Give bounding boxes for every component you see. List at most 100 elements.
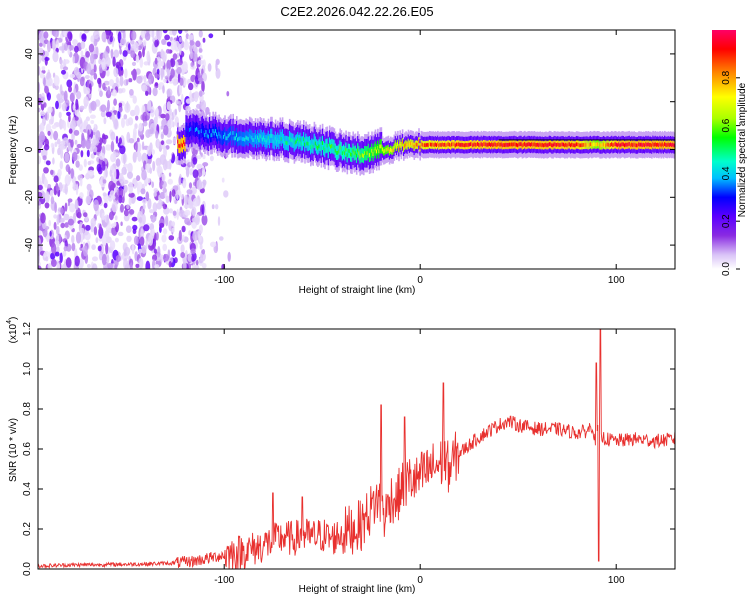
noise-cell: [118, 107, 123, 113]
noise-cell: [62, 30, 68, 35]
signal-core: [661, 142, 664, 147]
signal-core: [197, 128, 199, 132]
noise-cell: [109, 79, 114, 87]
signal-core: [337, 151, 339, 155]
signal-core: [205, 130, 207, 134]
signal-core: [481, 143, 484, 147]
noise-cell: [162, 85, 165, 94]
noise-cell: [60, 222, 65, 229]
signal-core: [606, 142, 608, 147]
noise-cell: [54, 240, 60, 245]
noise-cell: [92, 30, 100, 40]
signal-core: [634, 143, 637, 147]
noise-cell: [115, 158, 121, 167]
signal-core: [268, 139, 271, 143]
noise-cell: [145, 260, 151, 269]
snr-y-ticks: 0.0 0.2 0.4 0.6 0.8 1.0 1.2: [22, 322, 675, 576]
noise-cell: [215, 61, 218, 72]
noise-cell: [169, 190, 172, 203]
noise-cell: [53, 221, 57, 230]
signal-core: [487, 142, 490, 147]
noise-cell: [114, 215, 118, 221]
noise-cell: [63, 213, 70, 221]
signal-core: [339, 145, 341, 150]
colorbar-tick-label: 0.6: [721, 118, 732, 132]
noise-cell: [194, 46, 198, 55]
signal-core: [609, 143, 612, 147]
signal-core: [462, 143, 465, 148]
signal-core: [548, 142, 551, 146]
noise-cell: [147, 198, 152, 210]
noise-cell: [74, 116, 79, 121]
signal-core: [391, 148, 393, 153]
noise-cell: [188, 182, 193, 189]
signal-core: [595, 142, 598, 147]
signal-core: [298, 140, 300, 144]
noise-cell: [72, 103, 76, 111]
signal-core: [482, 142, 485, 146]
signal-core: [591, 143, 593, 147]
signal-core: [486, 143, 488, 147]
noise-cell: [123, 114, 128, 120]
signal-core: [454, 143, 457, 148]
signal-core: [460, 142, 463, 147]
spectrogram-heatmap: [38, 30, 675, 269]
noise-cell: [73, 66, 80, 76]
noise-cell: [145, 195, 148, 201]
signal-core: [514, 142, 517, 147]
signal-core: [671, 143, 673, 147]
signal-core: [392, 148, 394, 153]
signal-core: [254, 135, 257, 140]
noise-cell: [93, 64, 97, 73]
noise-cell: [128, 43, 131, 51]
x-tick-label: 0: [417, 575, 423, 586]
noise-cell: [137, 183, 140, 195]
signal-core: [422, 143, 425, 148]
signal-core: [584, 143, 586, 147]
noise-cell: [87, 264, 91, 268]
signal-core: [654, 142, 657, 147]
signal-core: [668, 143, 671, 147]
signal-core: [470, 142, 472, 147]
signal-core: [445, 143, 447, 148]
noise-cell: [48, 77, 53, 87]
noise-cell: [105, 111, 112, 118]
signal-core: [468, 142, 471, 147]
noise-cell: [183, 40, 190, 51]
noise-cell: [102, 179, 107, 184]
signal-core: [665, 142, 667, 147]
signal-core: [216, 132, 218, 137]
noise-cell: [159, 191, 166, 200]
noise-cell: [90, 53, 95, 64]
noise-cell: [123, 152, 126, 165]
signal-core: [275, 139, 278, 144]
noise-cell: [83, 158, 87, 168]
noise-cell: [138, 122, 143, 132]
noise-cell: [54, 141, 58, 148]
signal-core: [217, 134, 219, 139]
noise-cell: [111, 182, 116, 188]
noise-cell: [167, 89, 170, 97]
signal-core: [615, 142, 618, 147]
noise-cell: [153, 191, 157, 197]
signal-core: [250, 134, 252, 139]
noise-cell: [160, 140, 165, 146]
spectrogram-panel: -100 0 100 -40 -20 0 20 40 Height of straight …: [8, 29, 676, 296]
signal-core: [579, 143, 581, 148]
signal-core: [465, 143, 467, 147]
noise-cell: [148, 234, 154, 246]
noise-cell: [128, 181, 134, 194]
noise-cell: [157, 61, 164, 67]
spectrogram-y-axis-label: Frequency (Hz): [8, 116, 19, 185]
noise-cell: [113, 66, 119, 78]
noise-cell: [111, 112, 115, 122]
signal-core: [303, 137, 305, 142]
signal-core: [399, 141, 401, 146]
noise-cell: [64, 202, 68, 212]
signal-core: [479, 143, 481, 148]
noise-cell: [126, 235, 132, 242]
signal-core: [270, 134, 272, 138]
signal-core: [565, 142, 567, 147]
noise-cell: [57, 169, 62, 177]
noise-cell: [105, 56, 111, 67]
